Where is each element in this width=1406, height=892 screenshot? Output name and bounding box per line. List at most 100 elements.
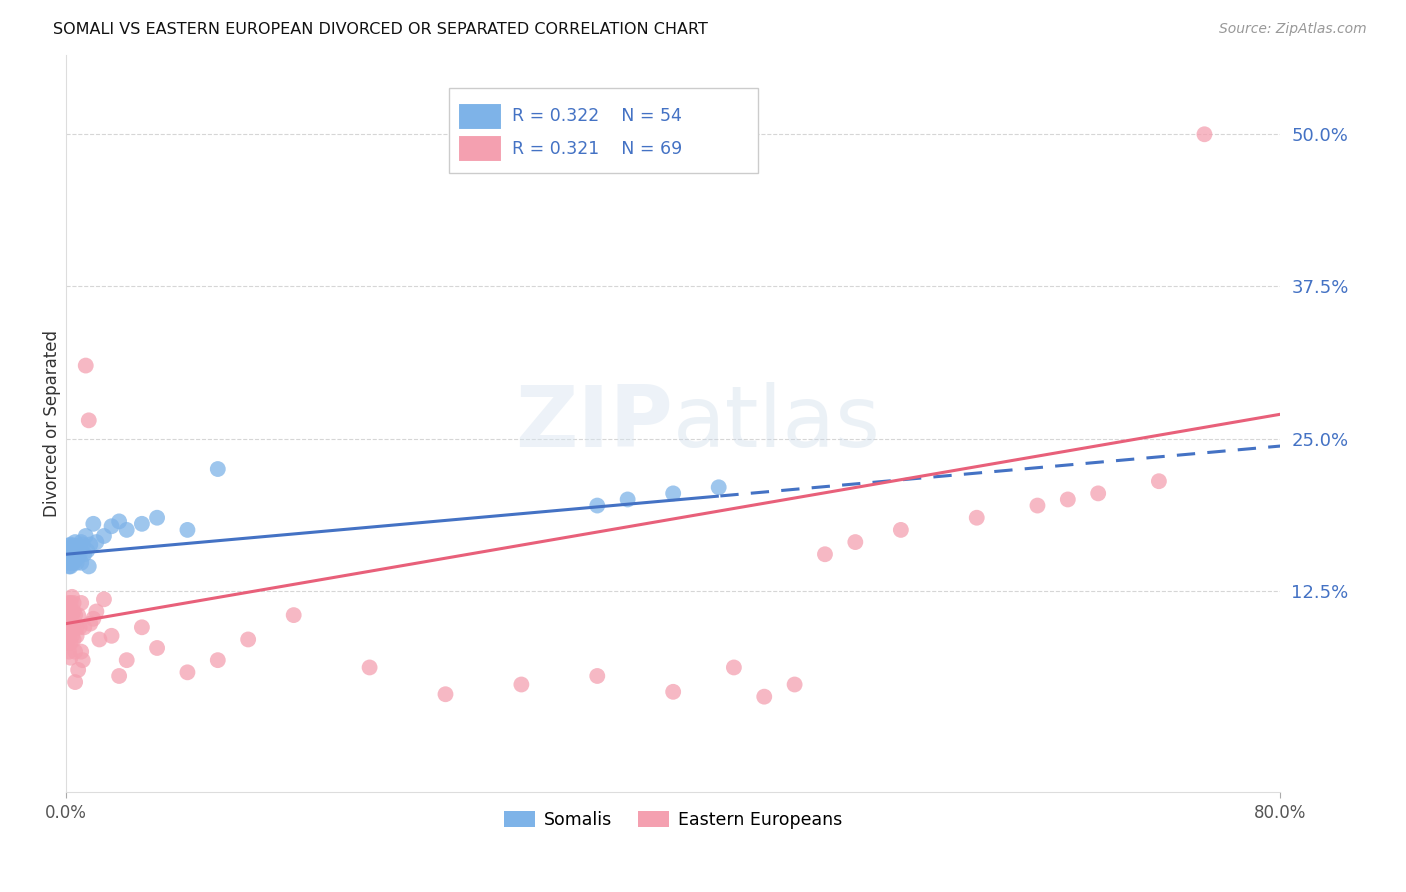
Point <box>59 596 82 610</box>
Point <box>63 547 86 561</box>
Point <box>67 549 90 564</box>
Point <box>1194 128 1216 142</box>
Point <box>58 543 80 558</box>
Point <box>783 677 806 691</box>
Point <box>1087 486 1109 500</box>
Point <box>207 462 229 476</box>
Point <box>176 665 198 680</box>
Point <box>59 537 82 551</box>
Point <box>70 535 93 549</box>
Legend: Somalis, Eastern Europeans: Somalis, Eastern Europeans <box>498 804 849 836</box>
FancyBboxPatch shape <box>458 103 502 129</box>
Point <box>1056 492 1078 507</box>
Point <box>56 541 79 556</box>
Text: Source: ZipAtlas.com: Source: ZipAtlas.com <box>1219 22 1367 37</box>
Text: ZIP: ZIP <box>516 382 673 465</box>
Point <box>70 596 93 610</box>
Point <box>58 608 80 623</box>
Point <box>59 553 82 567</box>
Point <box>616 492 638 507</box>
Point <box>63 645 86 659</box>
Point <box>73 547 96 561</box>
Point <box>58 539 80 553</box>
Point <box>60 608 83 623</box>
Point <box>69 620 91 634</box>
Point <box>63 553 86 567</box>
Point <box>86 535 108 549</box>
Point <box>62 632 84 647</box>
Point <box>79 616 101 631</box>
Point <box>207 653 229 667</box>
FancyBboxPatch shape <box>449 88 758 173</box>
Point <box>70 556 93 570</box>
Point <box>115 653 138 667</box>
Point <box>77 559 100 574</box>
Point <box>146 510 169 524</box>
Point <box>73 620 96 634</box>
Text: R = 0.321    N = 69: R = 0.321 N = 69 <box>512 140 682 158</box>
Point <box>66 620 89 634</box>
Point <box>56 636 79 650</box>
Point <box>59 543 82 558</box>
Point <box>66 541 89 556</box>
Point <box>60 556 83 570</box>
Point <box>62 547 84 561</box>
Point <box>93 529 115 543</box>
Point <box>844 535 866 549</box>
Point <box>754 690 776 704</box>
Point <box>75 529 97 543</box>
Point <box>62 556 84 570</box>
Point <box>63 535 86 549</box>
Point <box>56 620 79 634</box>
Point <box>59 549 82 564</box>
Point <box>66 556 89 570</box>
Point <box>62 620 84 634</box>
Point <box>67 608 90 623</box>
Point <box>66 543 89 558</box>
Point <box>70 645 93 659</box>
Point <box>586 499 609 513</box>
Point <box>58 645 80 659</box>
Point <box>62 596 84 610</box>
Point <box>62 553 84 567</box>
Point <box>58 629 80 643</box>
Point <box>63 675 86 690</box>
Point <box>510 677 533 691</box>
FancyBboxPatch shape <box>458 136 502 162</box>
Point <box>108 515 131 529</box>
Point <box>100 629 122 643</box>
Point <box>58 550 80 565</box>
Point <box>82 612 104 626</box>
Point <box>56 629 79 643</box>
Point <box>63 608 86 623</box>
Point <box>890 523 912 537</box>
Point <box>60 547 83 561</box>
Point <box>662 685 685 699</box>
Point <box>77 413 100 427</box>
Point <box>359 660 381 674</box>
Point <box>59 636 82 650</box>
Point <box>56 547 79 561</box>
Point <box>67 663 90 677</box>
Point <box>59 620 82 634</box>
Point <box>236 632 259 647</box>
Point <box>814 547 837 561</box>
Point <box>67 539 90 553</box>
Point <box>131 620 153 634</box>
Point <box>59 604 82 618</box>
Point <box>69 547 91 561</box>
Point <box>62 539 84 553</box>
Point <box>58 559 80 574</box>
Point <box>76 543 98 558</box>
Point <box>82 516 104 531</box>
Point <box>56 602 79 616</box>
Point <box>100 519 122 533</box>
Point <box>58 596 80 610</box>
Point <box>89 632 111 647</box>
Point <box>176 523 198 537</box>
Point <box>723 660 745 674</box>
Point <box>131 516 153 531</box>
Point <box>434 687 457 701</box>
Point <box>60 629 83 643</box>
Text: R = 0.322    N = 54: R = 0.322 N = 54 <box>512 107 682 125</box>
